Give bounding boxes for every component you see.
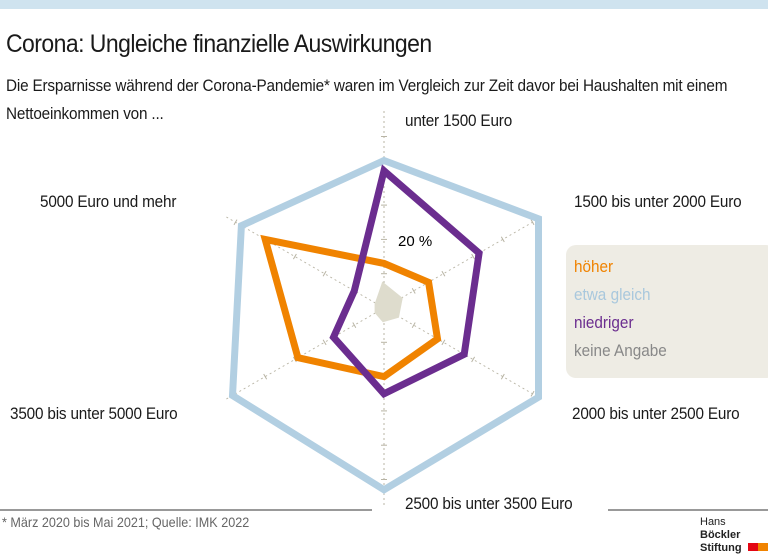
axis-tick	[411, 322, 416, 328]
logo-orange-square	[757, 543, 768, 551]
legend-item-niedriger: niedriger	[574, 313, 634, 332]
legend-item-keine-angabe: keine Angabe	[574, 341, 667, 360]
logo-text-stiftung: Stiftung	[700, 542, 742, 554]
axis-tick	[530, 219, 535, 226]
axis-label-2: 2000 bis unter 2500 Euro	[572, 404, 740, 423]
series-polygon-höher	[260, 234, 442, 381]
axis-label-3: 2500 bis unter 3500 Euro	[405, 494, 573, 513]
footer-divider-right	[608, 509, 768, 511]
axis-tick	[500, 236, 505, 243]
chart-subtitle: Die Ersparnisse während der Corona-Pande…	[6, 76, 728, 123]
series-polygon-etwa-gleich	[228, 156, 542, 494]
axis-tick	[441, 339, 446, 346]
axis-tick	[530, 390, 535, 397]
legend-item-hoeher: höher	[574, 257, 614, 276]
series-polygon-keine-Angabe	[374, 281, 403, 323]
axis-label-0: unter 1500 Euro	[405, 111, 513, 130]
axis-tick	[471, 356, 476, 363]
axis-label-4: 3500 bis unter 5000 Euro	[10, 404, 178, 423]
footnote-source: * März 2020 bis Mai 2021; Quelle: IMK 20…	[2, 514, 250, 530]
axis-label-5: 5000 Euro und mehr	[40, 192, 177, 211]
axis-tick	[441, 270, 446, 277]
axis-tick	[322, 270, 327, 277]
logo-text-hans: Hans	[700, 516, 726, 528]
top-accent-bar	[0, 0, 768, 9]
tick-label-20: 20 %	[398, 233, 432, 250]
axis-tick	[233, 219, 238, 226]
axis-tick	[500, 373, 505, 380]
axis-line-1	[383, 215, 545, 309]
axis-tick	[292, 253, 297, 260]
axis-line-4	[223, 307, 385, 401]
axis-line-2	[383, 307, 545, 401]
logo-text-boeckler: Böckler	[700, 529, 741, 541]
axis-label-1: 1500 bis unter 2000 Euro	[574, 192, 742, 211]
footer-divider-left	[0, 509, 372, 511]
legend: höher etwa gleich niedriger keine Angabe	[566, 245, 768, 378]
axis-tick	[322, 339, 327, 346]
logo-red-square	[747, 543, 758, 551]
axis-tick	[352, 322, 357, 328]
axis-tick	[263, 373, 268, 380]
chart-title: Corona: Ungleiche finanzielle Auswirkung…	[6, 30, 432, 58]
axis-tick	[471, 253, 476, 260]
axis-tick	[411, 288, 416, 294]
hans-boeckler-logo: Hans Böckler Stiftung	[700, 516, 768, 555]
legend-item-etwa-gleich: etwa gleich	[574, 285, 651, 304]
series-polygon-niedriger	[329, 164, 483, 399]
